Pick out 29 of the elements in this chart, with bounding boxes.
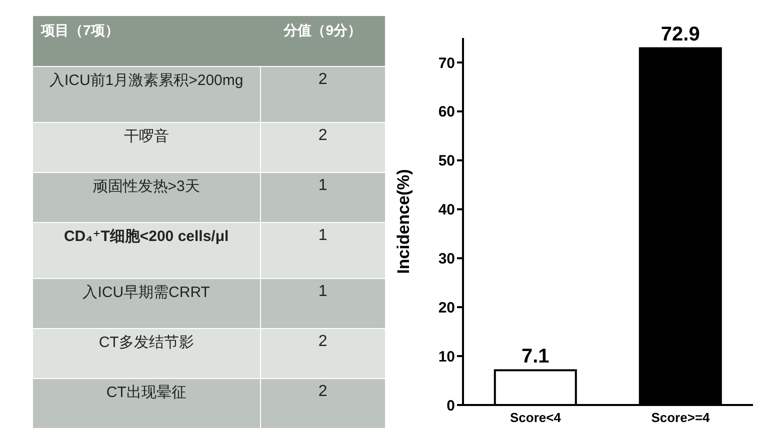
- data-label: 2: [317, 70, 328, 90]
- y-tick-label: 20: [438, 299, 455, 316]
- data-label: 1: [317, 282, 328, 302]
- category-label: 入ICU早期需CRRT: [33, 278, 260, 328]
- text: 分值（9分）: [282, 21, 362, 40]
- category-label: 顽固性发热>3天: [33, 172, 260, 222]
- category-label: 干啰音: [33, 122, 260, 172]
- y-tick-label: 30: [438, 250, 455, 268]
- y-axis-title: Incidence(%): [394, 169, 414, 274]
- y-tick-label: 60: [438, 104, 455, 121]
- y-tick-label: 0: [446, 397, 455, 414]
- category-label: CD₄⁺T细胞<200 cells/μl: [33, 222, 260, 278]
- y-tick-label: 40: [438, 202, 455, 219]
- x-tick-label: Score>=4: [651, 410, 711, 426]
- data-label: 1: [317, 176, 328, 196]
- x-tick-label: Score<4: [510, 410, 562, 426]
- category-label: CT多发结节影: [33, 328, 260, 378]
- data-label: 2: [317, 126, 328, 146]
- data-label: 2: [317, 382, 328, 402]
- text: 项目（7项）: [40, 21, 120, 40]
- data-label: 2: [317, 332, 328, 352]
- data-label: 7.1: [521, 345, 550, 368]
- y-tick-label: 10: [438, 348, 455, 366]
- data-label: 1: [317, 226, 328, 246]
- y-tick-label: 70: [438, 54, 455, 72]
- category-label: 入ICU前1月激素累积>200mg: [33, 66, 260, 122]
- data-label: 72.9: [660, 23, 700, 46]
- y-tick-label: 50: [438, 152, 455, 170]
- category-label: CT出现晕征: [33, 378, 260, 428]
